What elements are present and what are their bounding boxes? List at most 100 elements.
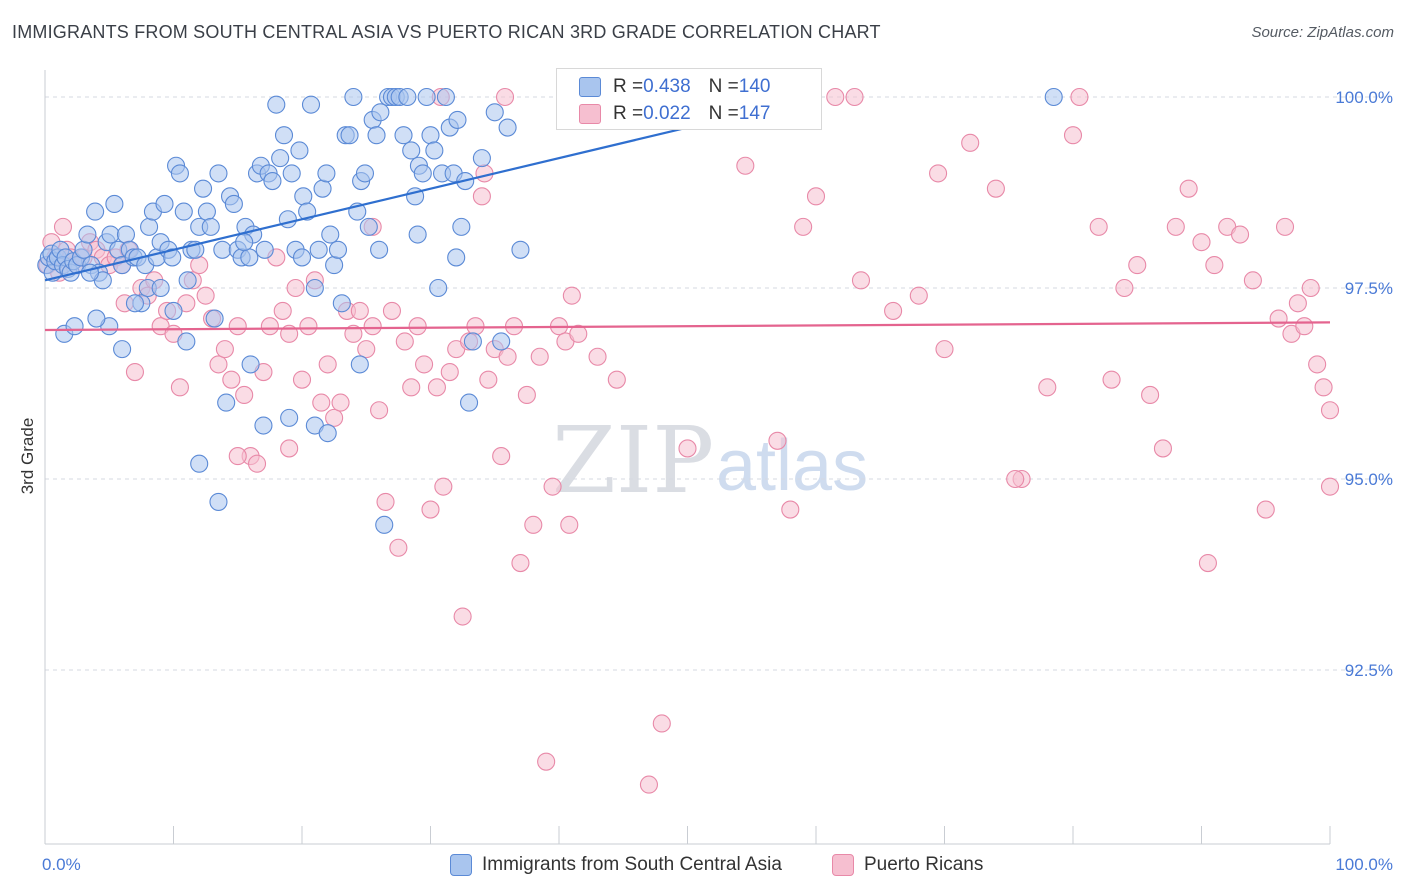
point-south-central-asia: [78, 225, 97, 244]
point-puerto-rican: [479, 370, 498, 389]
point-south-central-asia: [194, 179, 213, 198]
legend-n-label: N =: [708, 76, 739, 97]
point-puerto-rican: [935, 340, 954, 359]
point-puerto-rican: [781, 500, 800, 519]
point-south-central-asia: [485, 103, 504, 122]
point-south-central-asia: [402, 141, 421, 160]
point-south-central-asia: [459, 393, 479, 412]
point-puerto-rican: [370, 401, 389, 420]
point-puerto-rican: [299, 317, 318, 336]
legend-n-label: N =: [708, 103, 739, 124]
point-south-central-asia: [263, 171, 282, 191]
point-puerto-rican: [1243, 271, 1262, 290]
point-south-central-asia: [255, 240, 274, 259]
point-puerto-rican: [511, 553, 530, 573]
point-puerto-rican: [1153, 439, 1172, 458]
point-south-central-asia: [452, 217, 471, 236]
point-puerto-rican: [466, 317, 485, 336]
point-south-central-asia: [105, 194, 124, 214]
watermark-atlas: atlas: [716, 426, 868, 506]
point-puerto-rican: [125, 362, 144, 382]
point-south-central-asia: [151, 278, 170, 298]
bottom-legend-south-central-asia: Immigrants from South Central Asia: [450, 852, 782, 878]
point-south-central-asia: [344, 87, 363, 107]
point-puerto-rican: [273, 301, 292, 320]
axes: [44, 70, 1331, 845]
point-puerto-rican: [350, 301, 369, 320]
point-puerto-rican: [228, 317, 247, 336]
point-south-central-asia: [209, 164, 228, 183]
legend-swatch-blue: [579, 77, 601, 97]
point-puerto-rican: [607, 370, 626, 389]
point-south-central-asia: [280, 408, 299, 427]
point-puerto-rican: [560, 515, 579, 534]
point-south-central-asia: [375, 515, 394, 534]
point-south-central-asia: [235, 233, 254, 252]
point-puerto-rican: [1301, 278, 1320, 298]
point-south-central-asia: [190, 454, 209, 473]
point-south-central-asia: [511, 240, 530, 259]
point-south-central-asia: [309, 240, 328, 259]
point-south-central-asia: [448, 110, 467, 129]
point-puerto-rican: [543, 477, 562, 496]
point-puerto-rican: [1308, 355, 1327, 374]
chart-title: IMMIGRANTS FROM SOUTH CENTRAL ASIA VS PU…: [12, 22, 881, 42]
point-puerto-rican: [495, 87, 515, 107]
point-puerto-rican: [530, 347, 549, 366]
point-puerto-rican: [280, 439, 299, 458]
legend-n-value: 147: [738, 103, 771, 124]
point-south-central-asia: [125, 294, 144, 313]
point-south-central-asia: [201, 217, 220, 236]
point-puerto-rican: [1070, 87, 1089, 107]
point-puerto-rican: [524, 515, 543, 534]
point-south-central-asia: [174, 202, 193, 221]
point-puerto-rican: [292, 370, 312, 389]
point-puerto-rican: [517, 385, 536, 405]
point-south-central-asia: [113, 340, 132, 359]
point-puerto-rican: [1269, 309, 1288, 328]
data-points: [37, 87, 1340, 794]
point-south-central-asia: [65, 317, 84, 336]
point-south-central-asia: [178, 271, 197, 290]
legend-n-value: 140: [738, 76, 771, 97]
point-puerto-rican: [1102, 370, 1121, 389]
point-puerto-rican: [768, 431, 787, 450]
point-south-central-asia: [472, 149, 491, 168]
point-south-central-asia: [86, 202, 105, 221]
point-puerto-rican: [1166, 217, 1185, 236]
point-puerto-rican: [402, 378, 421, 397]
point-puerto-rican: [235, 385, 254, 405]
point-puerto-rican: [537, 752, 556, 771]
point-south-central-asia: [217, 393, 236, 412]
point-puerto-rican: [357, 340, 376, 359]
point-puerto-rican: [1089, 217, 1108, 236]
point-south-central-asia: [328, 240, 348, 259]
point-puerto-rican: [260, 317, 279, 336]
point-puerto-rican: [1179, 179, 1198, 198]
point-south-central-asia: [101, 225, 120, 244]
legend-swatch-pink: [579, 104, 601, 124]
y-tick-label: 97.5%: [1345, 279, 1393, 298]
point-south-central-asia: [436, 87, 455, 107]
y-tick-label: 95.0%: [1345, 470, 1393, 489]
legend-r-label: R =: [613, 76, 644, 97]
point-south-central-asia: [205, 309, 224, 328]
point-south-central-asia: [355, 164, 375, 183]
point-puerto-rican: [1006, 469, 1025, 489]
point-south-central-asia: [447, 248, 466, 267]
point-puerto-rican: [1275, 217, 1295, 236]
legend-row-puerto-ricans: R = 0.022 N = 147: [579, 101, 770, 127]
point-south-central-asia: [241, 355, 260, 374]
point-puerto-rican: [1320, 401, 1340, 420]
point-puerto-rican: [1288, 294, 1307, 313]
point-puerto-rican: [222, 370, 241, 389]
point-south-central-asia: [429, 278, 448, 298]
point-puerto-rican: [325, 408, 344, 427]
point-puerto-rican: [1141, 385, 1160, 405]
point-south-central-asia: [271, 149, 290, 168]
point-puerto-rican: [562, 286, 581, 305]
point-puerto-rican: [678, 439, 697, 458]
point-puerto-rican: [472, 187, 491, 206]
point-south-central-asia: [213, 240, 232, 259]
point-puerto-rican: [1320, 477, 1340, 496]
